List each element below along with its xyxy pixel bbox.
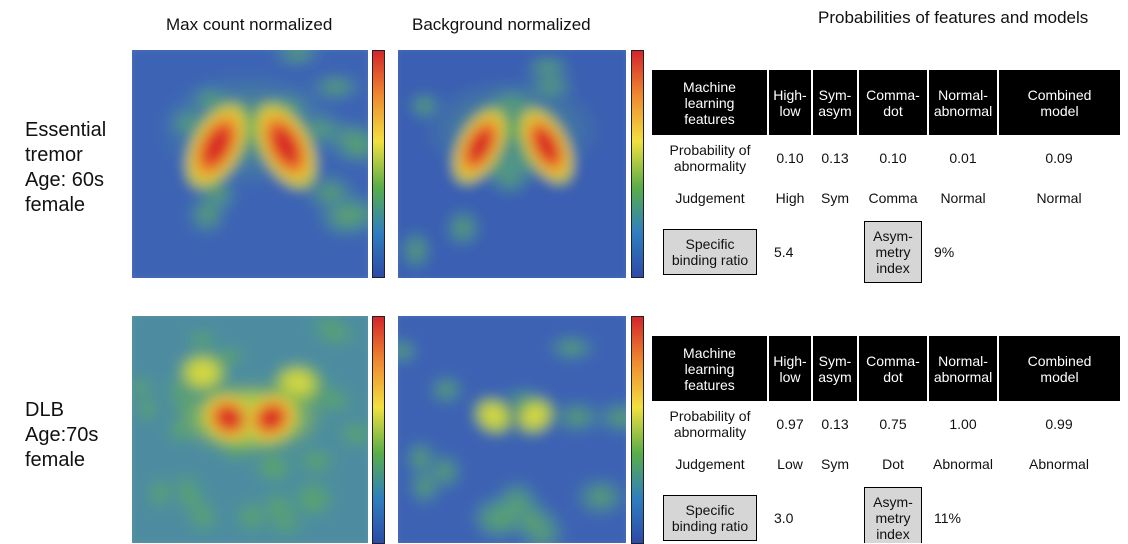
feature-table: Machine learning featuresHigh- lowSym- a… bbox=[652, 336, 1120, 543]
table-cell: 0.13 bbox=[812, 401, 858, 446]
scan-content bbox=[398, 316, 626, 543]
header-cell: Sym- asym bbox=[812, 336, 858, 401]
blob bbox=[424, 449, 466, 493]
blob bbox=[441, 205, 485, 252]
blob bbox=[543, 332, 600, 363]
table-cell: 0.97 bbox=[768, 401, 812, 446]
header-cell: Comma- dot bbox=[858, 336, 928, 401]
colorbar-fill bbox=[373, 51, 385, 278]
ai-label: Asym- metry index bbox=[864, 221, 922, 283]
blob bbox=[184, 192, 229, 237]
table-cell: Sym bbox=[812, 446, 858, 482]
table-cell: 0.01 bbox=[928, 135, 998, 180]
table-cell: Comma bbox=[858, 180, 928, 216]
table-cell: Probability of abnormality bbox=[652, 135, 768, 180]
scan-image bbox=[398, 50, 626, 278]
header-cell: High- low bbox=[768, 336, 812, 401]
table-cell bbox=[812, 482, 858, 543]
scan-image bbox=[398, 316, 626, 543]
table-cell: Normal bbox=[928, 180, 998, 216]
table-cell: Judgement bbox=[652, 180, 768, 216]
table-cell: 0.75 bbox=[858, 401, 928, 446]
ai-label: Asym- metry index bbox=[864, 487, 922, 543]
sbr-label: Specific binding ratio bbox=[663, 495, 757, 541]
header-cell: Combined model bbox=[998, 336, 1120, 401]
table-cell: 0.09 bbox=[998, 135, 1120, 180]
sbr-value: 3.0 bbox=[768, 482, 812, 543]
table-cell: Sym bbox=[812, 180, 858, 216]
ai-value: 11% bbox=[928, 482, 998, 543]
colorbar bbox=[372, 316, 385, 544]
table-cell: 1.00 bbox=[928, 401, 998, 446]
colorbar-fill bbox=[373, 317, 385, 544]
column-header: Max count normalized bbox=[166, 15, 332, 35]
sbr-value: 5.4 bbox=[768, 216, 812, 288]
table-cell: Dot bbox=[858, 446, 928, 482]
blob bbox=[306, 320, 366, 350]
colorbar bbox=[372, 50, 385, 278]
colorbar bbox=[631, 316, 644, 544]
table-cell: High bbox=[768, 180, 812, 216]
table-cell: Abnormal bbox=[928, 446, 998, 482]
table-cell: 0.10 bbox=[768, 135, 812, 180]
header-cell: High- low bbox=[768, 70, 812, 135]
blob bbox=[398, 226, 435, 275]
scan-image bbox=[132, 50, 368, 278]
blob bbox=[285, 478, 343, 526]
header-cell: Machine learning features bbox=[652, 336, 768, 401]
blob bbox=[181, 493, 225, 542]
table-cell bbox=[998, 216, 1120, 288]
column-header: Background normalized bbox=[412, 15, 591, 35]
case-label: Essential tremor Age: 60s female bbox=[25, 118, 106, 218]
column-header: Probabilities of features and models bbox=[818, 8, 1088, 28]
index-row: Specific binding ratio3.0 Asym- metry ind… bbox=[652, 482, 1120, 543]
table-cell: Normal bbox=[998, 180, 1120, 216]
table-cell: Specific binding ratio bbox=[652, 482, 768, 543]
blob bbox=[425, 372, 467, 408]
sbr-label: Specific binding ratio bbox=[663, 229, 757, 275]
header-cell: Sym- asym bbox=[812, 70, 858, 135]
table-cell: Probability of abnormality bbox=[652, 401, 768, 446]
header-cell: Normal- abnormal bbox=[928, 70, 998, 135]
table-cell: 0.13 bbox=[812, 135, 858, 180]
table-cell: 0.99 bbox=[998, 401, 1120, 446]
header-cell: Combined model bbox=[998, 70, 1120, 135]
colorbar bbox=[631, 50, 644, 278]
table-cell bbox=[812, 216, 858, 288]
table-cell: Asym- metry index bbox=[858, 216, 928, 288]
case-label: DLB Age:70s female bbox=[25, 398, 98, 473]
header-cell: Normal- abnormal bbox=[928, 336, 998, 401]
blob bbox=[227, 492, 277, 541]
table-cell: Abnormal bbox=[998, 446, 1120, 482]
page: Max count normalized Background normaliz… bbox=[0, 0, 1128, 543]
header-cell: Machine learning features bbox=[652, 70, 768, 135]
blob bbox=[140, 470, 179, 517]
table-cell: Low bbox=[768, 446, 812, 482]
header-cell: Comma- dot bbox=[858, 70, 928, 135]
scan-content bbox=[398, 50, 626, 278]
table-cell: Specific binding ratio bbox=[652, 216, 768, 288]
table-cell: 0.10 bbox=[858, 135, 928, 180]
scan-image bbox=[132, 316, 368, 543]
blob bbox=[417, 75, 607, 185]
scan-content bbox=[132, 50, 368, 278]
table-cell: Judgement bbox=[652, 446, 768, 482]
scan-content bbox=[132, 316, 368, 543]
colorbar-fill bbox=[632, 317, 644, 544]
table-cell: Asym- metry index bbox=[858, 482, 928, 543]
ai-value: 9% bbox=[928, 216, 998, 288]
colorbar-fill bbox=[632, 51, 644, 278]
table-cell bbox=[998, 482, 1120, 543]
